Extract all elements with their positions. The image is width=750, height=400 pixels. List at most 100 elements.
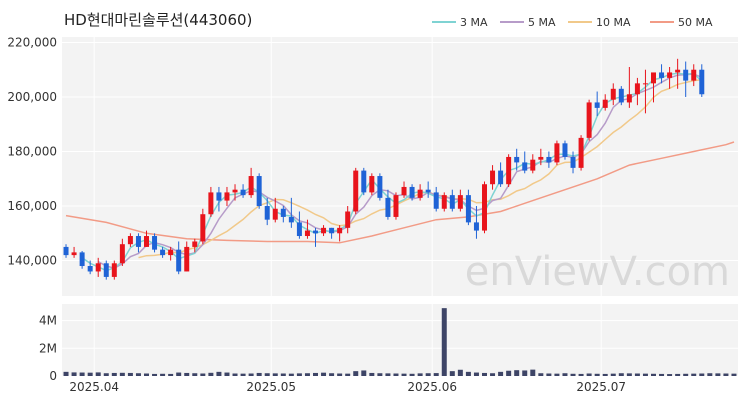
candle-body: [514, 156, 520, 163]
candle-body: [482, 184, 487, 231]
volume-bar: [522, 370, 528, 376]
volume-bar: [409, 373, 415, 376]
volume-bar: [401, 373, 407, 376]
candle-body: [304, 230, 310, 237]
candle-body: [675, 69, 681, 73]
volume-bar: [433, 373, 439, 376]
candle-body: [562, 143, 568, 157]
volume-bar: [691, 373, 697, 376]
volume-bar: [345, 373, 351, 376]
candle-body: [473, 222, 479, 231]
volume-tick-label: 4M: [39, 314, 57, 328]
volume-bar: [578, 373, 584, 376]
candle-body: [337, 227, 343, 234]
candle-body: [538, 156, 544, 160]
candle-body: [417, 189, 423, 198]
candle-body: [634, 83, 640, 95]
volume-bar: [642, 373, 648, 376]
volume-bars: [63, 308, 737, 376]
volume-bar: [111, 372, 117, 376]
volume-bar: [530, 369, 536, 376]
volume-bar: [160, 373, 166, 376]
volume-tick-label: 0: [49, 369, 57, 383]
volume-bar: [425, 373, 431, 376]
candle-body: [176, 249, 182, 272]
candle-body: [192, 241, 198, 247]
candle-body: [345, 211, 351, 228]
volume-bar: [683, 373, 689, 376]
ma5-line: [97, 73, 703, 270]
candle-body: [272, 208, 278, 220]
volume-bar: [87, 372, 93, 376]
candle-body: [441, 195, 447, 209]
volume-bar: [393, 373, 399, 376]
candle-body: [651, 72, 656, 84]
volume-bar: [337, 373, 343, 376]
volume-bar: [498, 371, 504, 376]
volume-bar: [200, 373, 206, 376]
candle-body: [216, 192, 222, 201]
volume-bar: [449, 371, 455, 376]
volume-bar: [723, 373, 729, 376]
chart-title: HD현대마린솔루션(443060): [64, 11, 252, 29]
candle-body: [135, 236, 141, 247]
volume-bar: [699, 373, 705, 376]
volume-bar: [715, 373, 721, 376]
volume-bar: [329, 373, 335, 376]
candle-body: [401, 186, 407, 196]
volume-bar: [473, 372, 479, 376]
candle-body: [313, 230, 318, 234]
volume-bar: [562, 373, 568, 376]
volume-plot-background: [62, 304, 738, 376]
volume-tick-label: 2M: [39, 341, 57, 355]
candle-body: [683, 69, 689, 81]
candle-body: [433, 192, 439, 209]
date-tick-label: 2025.07: [576, 380, 626, 394]
candle-body: [240, 189, 246, 196]
volume-bar: [288, 373, 294, 376]
candle-body: [425, 189, 431, 193]
volume-bar: [659, 373, 665, 376]
candle-body: [691, 69, 697, 81]
candle-body: [530, 159, 536, 171]
candle-body: [224, 192, 230, 201]
volume-bar: [208, 372, 214, 376]
volume-bar: [313, 372, 318, 376]
candle-body: [232, 189, 238, 193]
candle-body: [127, 236, 133, 245]
volume-bar: [707, 373, 713, 376]
candle-body: [296, 222, 302, 237]
volume-bar: [144, 373, 149, 376]
candle-body: [71, 252, 77, 256]
candlesticks: [63, 58, 705, 280]
candle-body: [490, 170, 496, 185]
volume-bar: [618, 373, 624, 376]
candle-body: [578, 137, 584, 168]
candle-body: [457, 195, 463, 209]
candle-body: [465, 195, 471, 223]
volume-bar: [240, 373, 246, 376]
volume-bar: [602, 373, 608, 376]
candle-body: [208, 192, 214, 215]
candle-body: [659, 72, 665, 78]
legend: 3 MA 5 MA 10 MA 50 MA: [432, 16, 713, 29]
volume-bar: [272, 373, 278, 376]
candle-body: [256, 176, 262, 207]
candle-body: [248, 176, 254, 196]
candle-body: [280, 208, 286, 217]
candle-body: [618, 88, 624, 103]
candle-body: [594, 102, 600, 108]
candle-body: [546, 156, 552, 163]
volume-bar: [490, 373, 496, 376]
volume-bar: [304, 373, 310, 376]
price-tick-label: 140,000: [7, 254, 57, 268]
volume-bar: [514, 370, 520, 376]
volume-bar: [385, 373, 391, 376]
volume-bar: [417, 373, 423, 376]
candle-body: [498, 170, 504, 185]
volume-bar: [457, 369, 463, 376]
candle-body: [377, 176, 383, 198]
volume-bar: [353, 371, 359, 376]
volume-bar: [95, 372, 101, 376]
